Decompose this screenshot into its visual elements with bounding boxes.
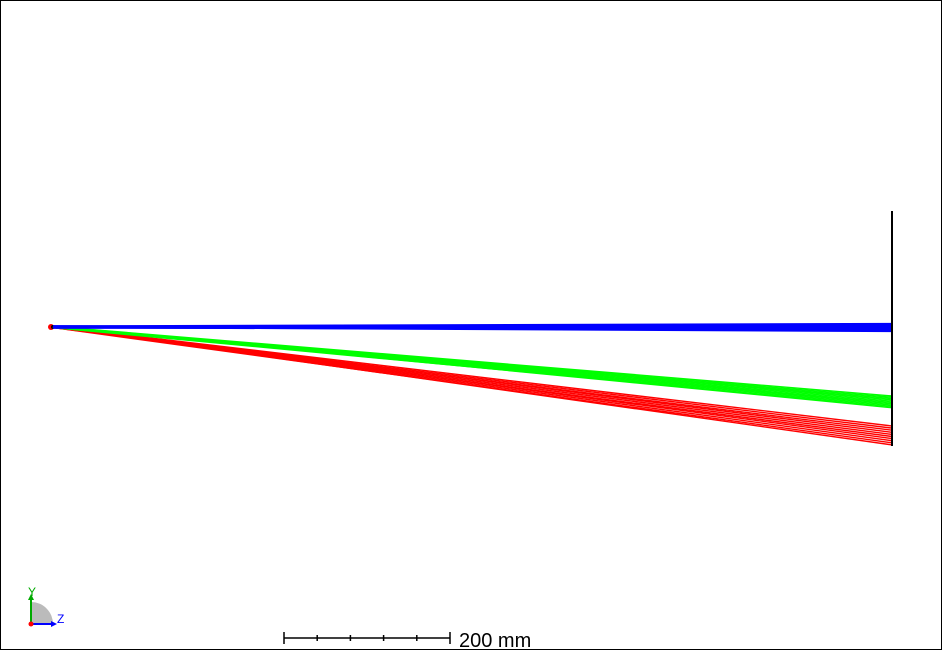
y-arrow-icon (28, 594, 34, 600)
ray-fan-blue (52, 322, 893, 333)
ray-line (52, 325, 893, 433)
scale-bar: 200 mm (283, 630, 531, 649)
ray-fan-red (52, 325, 893, 446)
ray-line (52, 325, 893, 446)
ray-fan-green (52, 325, 893, 409)
scale-bar-label: 200 mm (459, 630, 531, 649)
z-arrow-icon (51, 621, 57, 627)
ray-line (52, 325, 893, 427)
ray-line (52, 325, 893, 333)
axes-triad: Y Z (28, 585, 64, 627)
triad-quadrant-shape (31, 602, 53, 624)
ray-line (52, 325, 893, 409)
ray-line (52, 325, 893, 440)
z-axis-label: Z (57, 612, 64, 626)
x-axis-icon (28, 621, 34, 627)
scale-bar-graphic (283, 632, 451, 644)
y-axis-label: Y (28, 585, 36, 599)
